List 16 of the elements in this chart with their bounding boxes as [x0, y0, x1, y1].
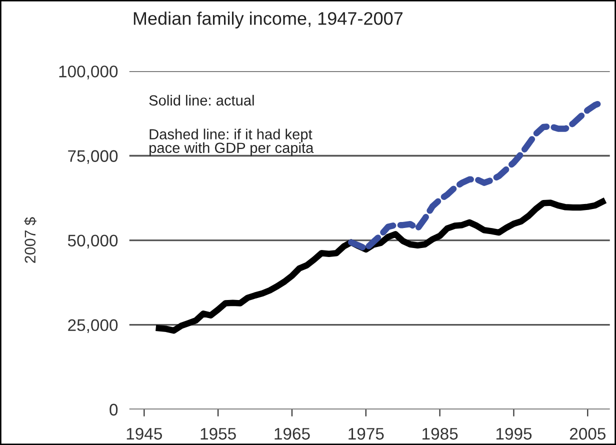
annotation: Dashed line: if it had kept pace with GDP per capita	[150, 128, 314, 156]
y-tick-label: 75,000	[68, 150, 118, 164]
y-tick-label: 0	[110, 404, 118, 416]
x-tick-label: 1955	[200, 428, 236, 440]
annotation: Solid line: actual	[149, 94, 254, 106]
x-tick-label: 1965	[274, 428, 310, 440]
y-axis-title: 2007 $	[24, 217, 36, 263]
x-tick-label: 1985	[422, 428, 458, 440]
y-tick-label: 100,000	[59, 66, 118, 80]
x-tick-label: 1975	[348, 428, 384, 440]
y-tick-label: 50,000	[68, 234, 118, 248]
chart-title: Median family income, 1947-2007	[134, 12, 403, 28]
x-tick-label: 1995	[496, 428, 532, 440]
x-tick-label: 1945	[126, 428, 162, 440]
y-tick-label: 25,000	[68, 319, 118, 334]
x-tick-label: 2005	[570, 428, 606, 440]
